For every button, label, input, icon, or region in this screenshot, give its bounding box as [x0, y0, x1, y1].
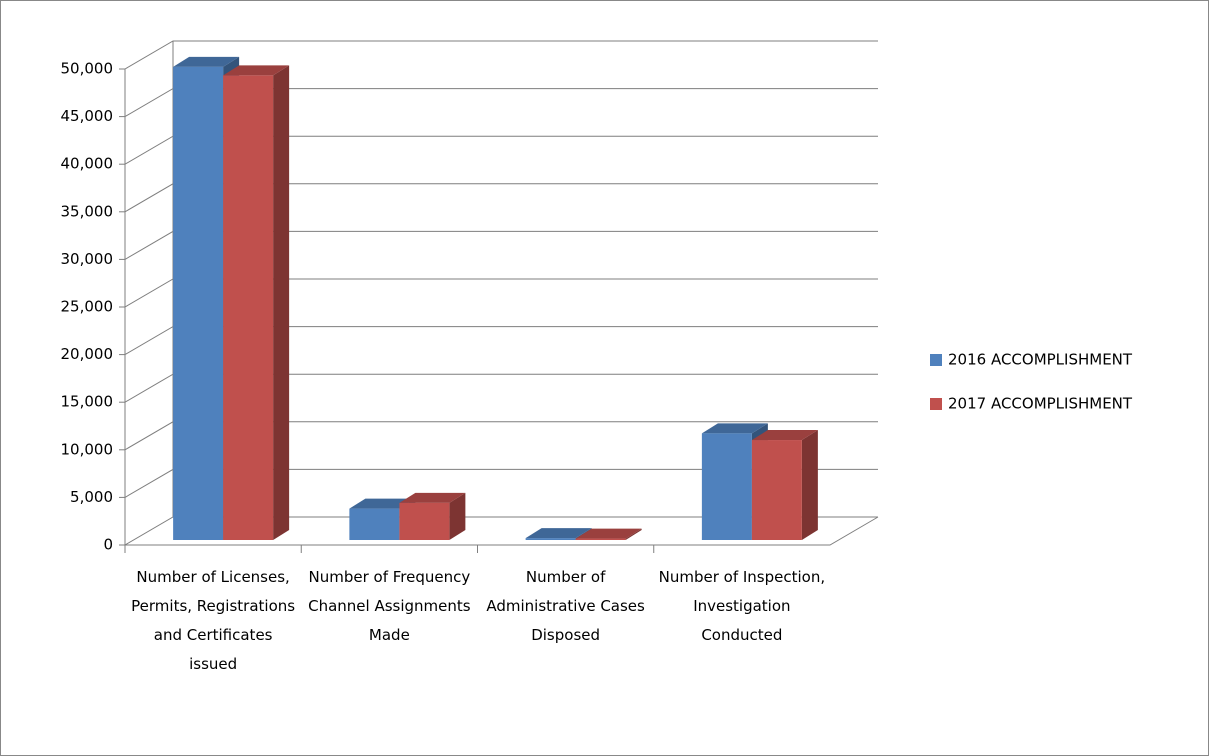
bar-top [173, 56, 240, 67]
x-tick-label: Number of Administrative Cases Disposed [486, 568, 645, 644]
bar-top [349, 498, 416, 509]
bar-top [575, 528, 642, 539]
bar-front [399, 502, 450, 540]
y-tick-label: 0 [103, 536, 113, 554]
bar-side [449, 492, 466, 540]
bar-front [575, 538, 626, 540]
y-tick-label: 15,000 [61, 393, 114, 411]
bar-top [701, 423, 768, 434]
bar-top [399, 492, 466, 503]
y-tick-label: 20,000 [61, 345, 114, 363]
bar-front [751, 440, 802, 540]
x-label-box: Number of Administrative Cases Disposed [486, 568, 645, 644]
x-tick-label: Number of Inspection, Investigation Cond… [658, 568, 826, 644]
y-tick-label: 25,000 [61, 298, 114, 316]
y-tick-label: 50,000 [61, 60, 114, 78]
bar-front [173, 66, 224, 540]
bar [399, 492, 466, 540]
y-tick-label: 45,000 [61, 107, 114, 125]
legend-swatch [930, 398, 942, 410]
bar-side [801, 430, 818, 540]
x-tick-label: Number of Licenses, Permits, Registratio… [131, 568, 296, 673]
bar [575, 528, 642, 540]
bar-front [223, 75, 274, 540]
bar-top [223, 65, 290, 76]
x-label-box: Number of Licenses, Permits, Registratio… [131, 568, 296, 673]
y-tick-label: 10,000 [61, 440, 114, 458]
x-tick-label: Number of Frequency Channel Assignments … [308, 568, 471, 644]
y-tick-label: 5,000 [70, 488, 113, 506]
floor [125, 516, 879, 546]
bar-side [273, 65, 290, 540]
bar [751, 430, 818, 540]
y-tick-label: 40,000 [61, 155, 114, 173]
bar [223, 65, 290, 540]
x-label-box: Number of Inspection, Investigation Cond… [658, 568, 826, 644]
bar-front [701, 433, 752, 540]
bar-top [525, 528, 592, 539]
bar-top [751, 430, 818, 441]
legend-label: 2017 ACCOMPLISHMENT [948, 395, 1133, 413]
bar-front [349, 508, 400, 540]
y-tick-label: 35,000 [61, 202, 114, 220]
bar-front [525, 538, 576, 540]
legend-label: 2016 ACCOMPLISHMENT [948, 351, 1133, 369]
legend-swatch [930, 354, 942, 366]
x-label-box: Number of Frequency Channel Assignments … [308, 568, 471, 644]
bar-side [625, 528, 642, 540]
y-tick-label: 30,000 [61, 250, 114, 268]
